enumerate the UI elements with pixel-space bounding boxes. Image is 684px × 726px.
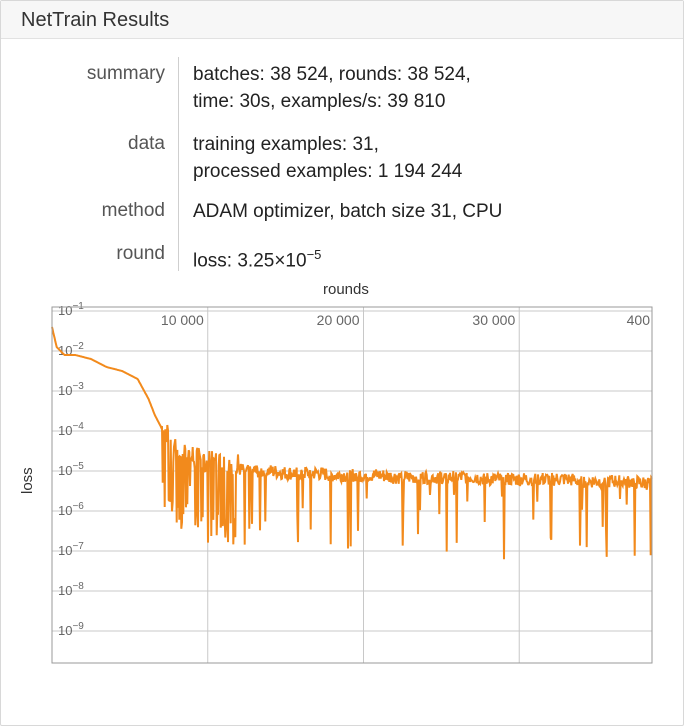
x-tick-label: 10 000 — [161, 312, 204, 328]
y-tick-label: 10−4 — [58, 421, 84, 438]
x-tick-label: 30 000 — [472, 312, 515, 328]
x-tick-label: 400 — [627, 312, 651, 328]
y-tick-label: 10−3 — [58, 381, 84, 398]
method-label: method — [101, 200, 165, 221]
y-tick-label: 10−1 — [58, 301, 84, 318]
y-tick-label: 10−6 — [58, 501, 84, 518]
round-loss: loss: 3.25×10−5 — [193, 241, 321, 274]
method-line-1: ADAM optimizer, batch size 31, CPU — [193, 201, 503, 222]
chart-x-ticks: 10 000 20 000 30 000 400 — [161, 312, 650, 328]
chart-frame — [51, 306, 653, 664]
data-label: data — [128, 133, 165, 154]
summary-line-2: time: 30s, examples/s: 39 810 — [193, 91, 446, 112]
y-tick-label: 10−5 — [58, 461, 84, 478]
chart-grid — [52, 307, 652, 663]
x-tick-label: 20 000 — [317, 312, 360, 328]
summary-label: summary — [86, 63, 165, 84]
loss-series-line — [51, 326, 653, 560]
y-tick-label: 10−9 — [58, 621, 84, 638]
title-bar: NetTrain Results — [1, 1, 683, 39]
y-tick-label: 10−8 — [58, 581, 84, 598]
data-line-1: training examples: 31, — [193, 134, 379, 155]
summary-line-1: batches: 38 524, rounds: 38 524, — [193, 64, 471, 85]
data-line-2: processed examples: 1 194 244 — [193, 161, 463, 182]
chart-x-axis-label: rounds — [323, 281, 369, 298]
window-title: NetTrain Results — [21, 9, 170, 31]
round-loss-prefix: loss: 3.25×10 — [193, 250, 307, 272]
label-divider — [178, 57, 179, 271]
round-label: round — [116, 243, 165, 264]
round-loss-exponent: −5 — [306, 247, 322, 262]
y-tick-label: 10−7 — [58, 541, 84, 558]
